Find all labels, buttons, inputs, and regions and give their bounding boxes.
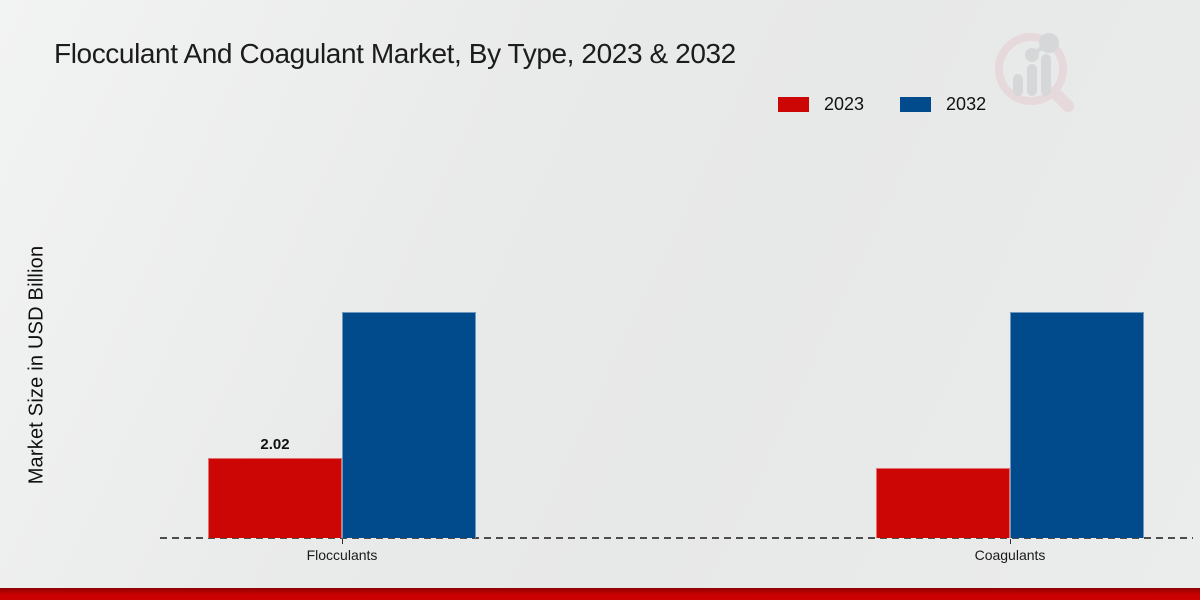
chart-title: Flocculant And Coagulant Market, By Type… <box>54 38 736 69</box>
y-axis-label: Market Size in USD Billion <box>25 245 48 485</box>
bar-flocculants-2032 <box>342 311 476 538</box>
legend: 2023 2032 <box>778 94 986 115</box>
legend-label-2032: 2032 <box>946 94 987 114</box>
category-label-coagulants: Coagulants <box>974 547 1046 563</box>
x-axis-baseline <box>160 537 1193 539</box>
market-research-future-logo-icon <box>986 24 1084 122</box>
legend-item-2023: 2023 <box>778 94 864 115</box>
bar-coagulants-2032 <box>1010 311 1144 538</box>
bar-value-label-flocculants-2023: 2.02 <box>260 436 290 453</box>
category-label-flocculants: Flocculants <box>306 547 378 563</box>
legend-swatch-2032 <box>900 97 932 112</box>
bar-flocculants-2023 <box>208 458 342 538</box>
legend-swatch-2023 <box>778 97 809 112</box>
legend-item-2032: 2032 <box>900 94 986 115</box>
x-axis-tick-flocculants <box>342 539 343 544</box>
footer-accent-bar <box>0 588 1200 600</box>
legend-label-2023: 2023 <box>824 94 865 114</box>
bar-coagulants-2023 <box>876 467 1010 538</box>
x-axis-tick-coagulants <box>1010 539 1011 544</box>
